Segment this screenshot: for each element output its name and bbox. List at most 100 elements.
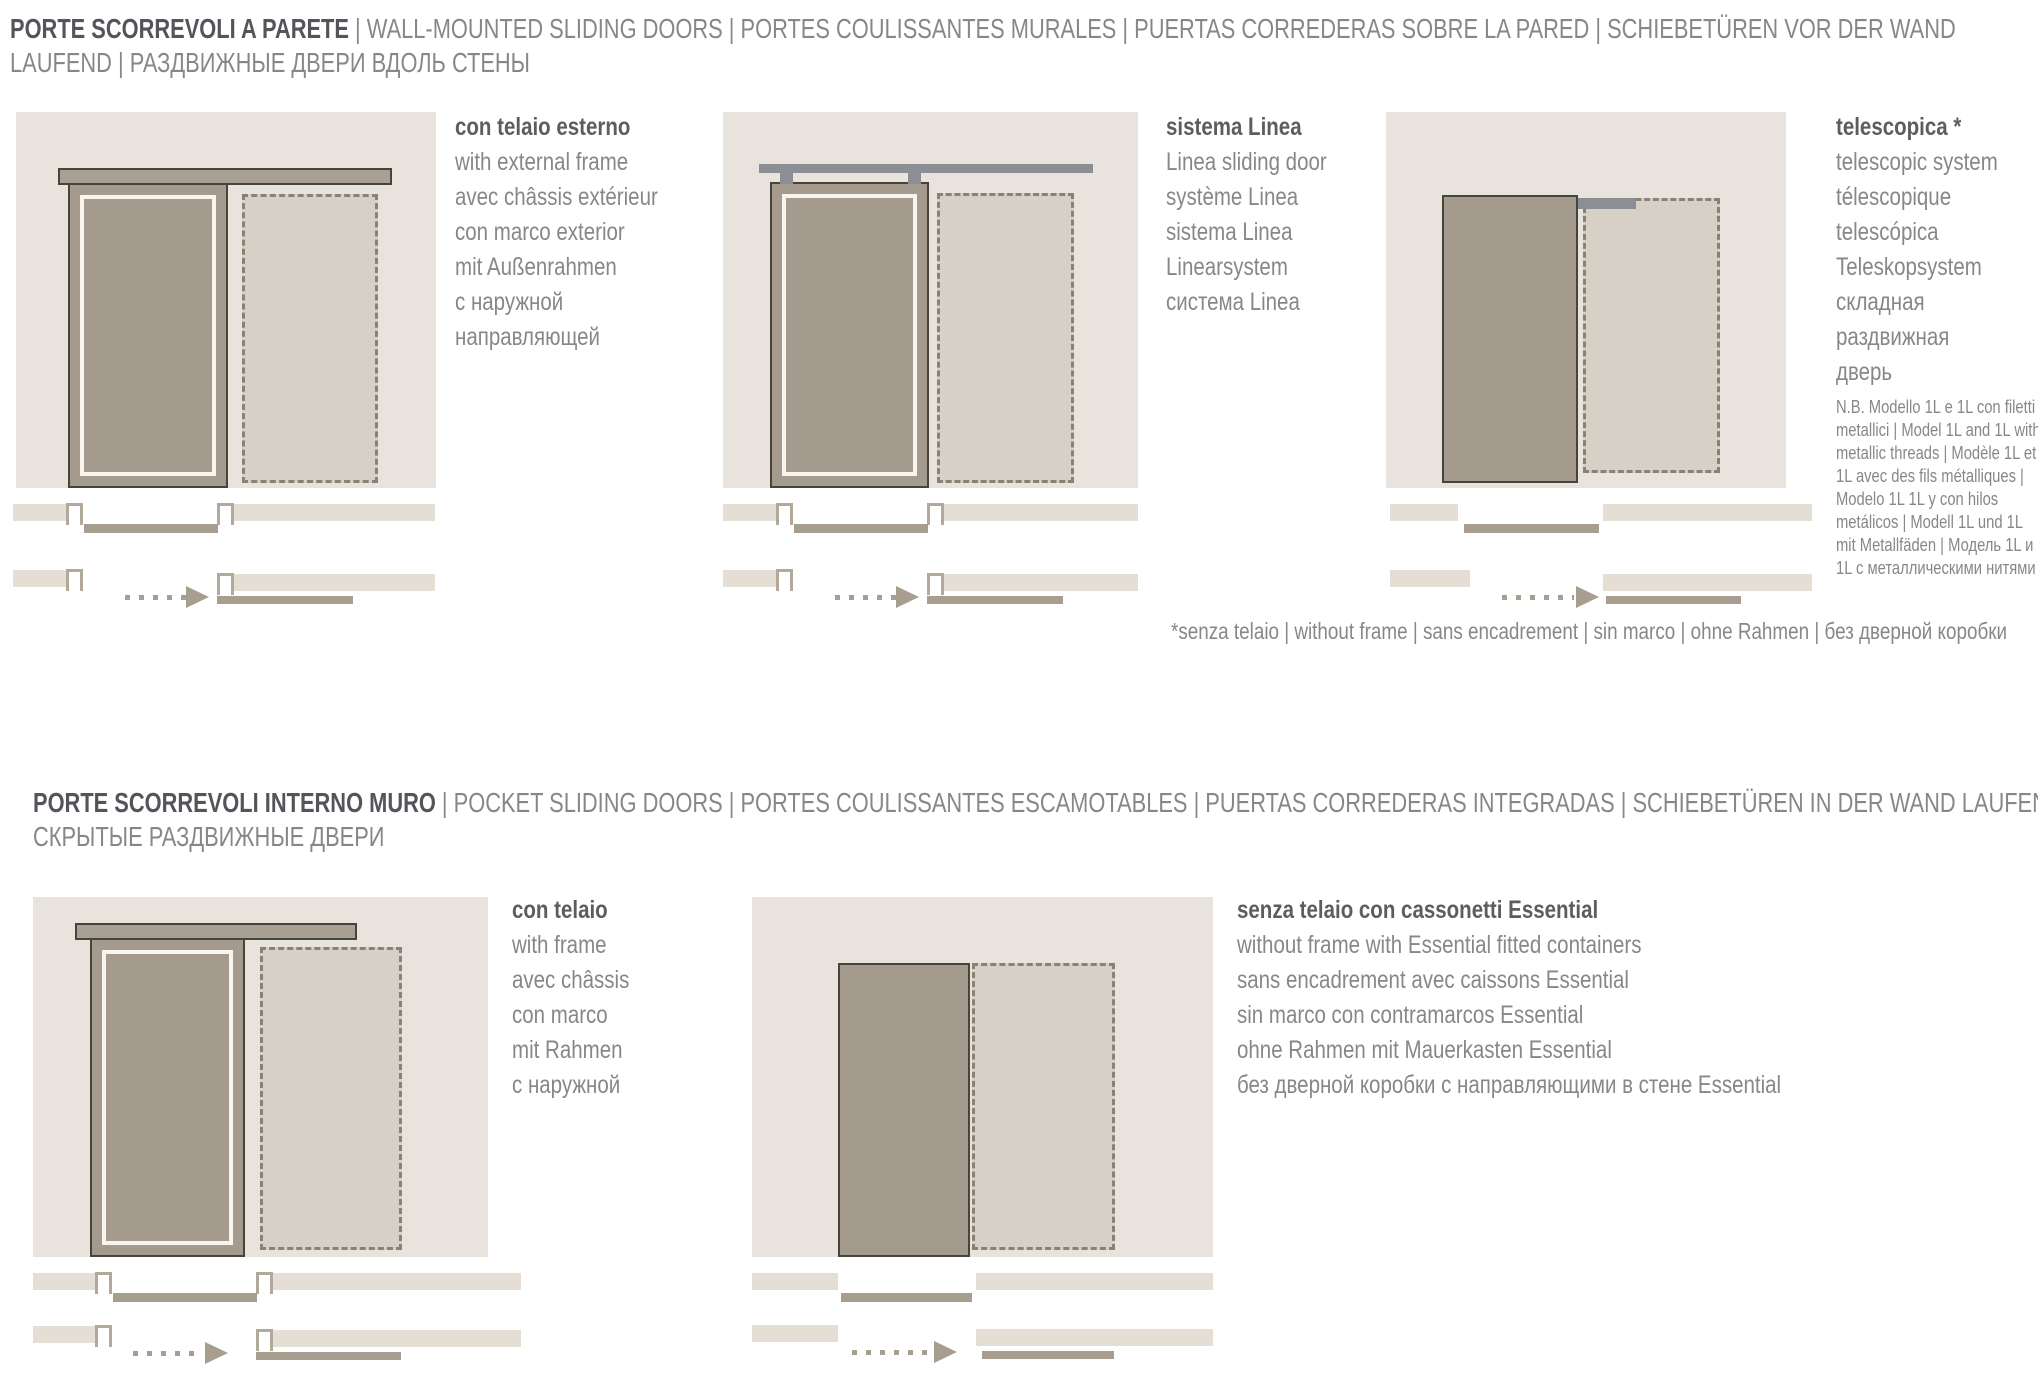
track-hanger [780,173,793,184]
wall-segment [33,1326,95,1343]
wall-segment [13,570,68,587]
door-opening-dashed [260,947,402,1250]
wall-segment [976,1273,1213,1290]
door-plan-bar [1464,524,1599,533]
section-2-title-rest: | POCKET SLIDING DOORS | PORTES COULISSA… [435,787,2038,818]
door-plan-bar [927,596,1063,604]
wall-segment [273,1330,521,1347]
door-leaf [1442,195,1578,483]
wall-segment [944,574,1138,591]
caption-line: without frame with Essential fitted cont… [1237,931,1642,959]
wall-segment [1603,574,1812,591]
diagram-linea-system [723,112,1138,488]
caption-line: mit Außenrahmen [455,253,617,281]
track-hanger [908,173,921,184]
door-plan-bar [84,524,218,533]
track-bar [759,164,1093,173]
door-jamb [66,569,83,591]
caption-line: con marco [512,1001,608,1029]
door-jamb [66,503,83,525]
caption-line: без дверной коробки с направляющими в ст… [1237,1071,1782,1099]
slide-arrow-dots [133,1351,203,1356]
caption-line: направляющей [455,323,600,351]
section-2-heading: PORTE SCORREVOLI INTERNO MURO | POCKET S… [33,786,2038,854]
door-jamb [95,1325,112,1347]
wall-segment [234,504,435,521]
caption-line: sistema Linea [1166,218,1293,246]
caption-line: раздвижная [1836,323,1950,351]
slide-arrow-dots [835,595,905,600]
door-leaf [838,963,970,1257]
variant-title: telescopica * [1836,113,1962,141]
caption-line: sin marco con contramarcos Essential [1237,1001,1584,1029]
lintel-bar [75,923,357,940]
plan-view-telescopic [1390,503,1812,609]
wall-segment [944,504,1138,521]
caption-line: с наружной [455,288,564,316]
slide-arrow-dots [125,595,195,600]
wall-segment [234,574,435,591]
wall-segment [752,1273,838,1290]
section-2-title-bold: PORTE SCORREVOLI INTERNO MURO [33,787,436,818]
variant-title: senza telaio con cassonetti Essential [1237,896,1599,924]
caption-line: sans encadrement avec caissons Essential [1237,966,1629,994]
door-plan-bar [113,1293,257,1302]
caption-line: con marco exterior [455,218,625,246]
diagram-pocket-essential [752,897,1213,1257]
door-jamb [927,503,944,525]
section-1-title-rest: | WALL-MOUNTED SLIDING DOORS | PORTES CO… [348,13,1956,44]
wall-segment [723,504,778,521]
plan-view-pocket-frame [33,1270,521,1365]
arrow-right-icon [186,586,209,608]
section-1-title-bold: PORTE SCORREVOLI A PARETE [10,13,349,44]
wall-segment [1603,504,1812,521]
slide-arrow-dots [852,1350,932,1355]
door-leaf [90,938,245,1257]
door-jamb [256,1329,273,1351]
caption-line: télescopique [1836,183,1952,211]
door-jamb [927,573,944,595]
arrow-right-icon [934,1341,957,1363]
arrow-right-icon [205,1342,228,1364]
variant-caption-pocket-essential: senza telaio con cassonetti Essential wi… [1237,893,1901,1103]
slide-arrow-dots [1502,595,1574,600]
diagram-pocket-frame [33,897,488,1257]
telescopic-track-bar [1578,198,1636,209]
arrow-right-icon [896,586,919,608]
caption-line: Linearsystem [1166,253,1288,281]
door-plan-bar [217,596,353,604]
door-opening-dashed [242,194,378,483]
caption-line: Teleskopsystem [1836,253,1982,281]
caption-line: система Linea [1166,288,1300,316]
door-opening-dashed [1583,198,1720,473]
section-2-heading-line-2: СКРЫТЫЕ РАЗДВИЖНЫЕ ДВЕРИ [33,821,385,852]
door-jamb [217,503,234,525]
wall-segment [273,1273,521,1290]
caption-line: дверь [1836,358,1893,386]
caption-line: Linea sliding door [1166,148,1327,176]
caption-line: ohne Rahmen mit Mauerkasten Essential [1237,1036,1612,1064]
door-opening-dashed [972,963,1115,1250]
caption-line: telescopic system [1836,148,1998,176]
variant-title: sistema Linea [1166,113,1302,141]
door-inner-frame [782,194,917,476]
door-plan-bar [982,1351,1114,1359]
door-plan-bar [1606,596,1741,604]
plan-view-pocket-essential [752,1270,1213,1365]
caption-line: système Linea [1166,183,1299,211]
wall-segment [1390,504,1458,521]
caption-line: avec châssis extérieur [455,183,658,211]
door-leaf [68,183,228,488]
door-plan-bar [794,524,928,533]
arrow-right-icon [1576,586,1599,608]
wall-segment [33,1273,95,1290]
variant-title: con telaio esterno [455,113,631,141]
section-2-heading-line-1: PORTE SCORREVOLI INTERNO MURO | POCKET S… [33,786,2038,820]
door-jamb [776,569,793,591]
section-1-heading-line-1: PORTE SCORREVOLI A PARETE | WALL-MOUNTED… [10,12,1956,46]
section-1-heading: PORTE SCORREVOLI A PARETE | WALL-MOUNTED… [10,12,2038,80]
door-jamb [776,503,793,525]
nb-note: N.B. Modello 1L e 1L con filetti metalli… [1836,397,2038,578]
diagram-external-frame [16,112,436,488]
